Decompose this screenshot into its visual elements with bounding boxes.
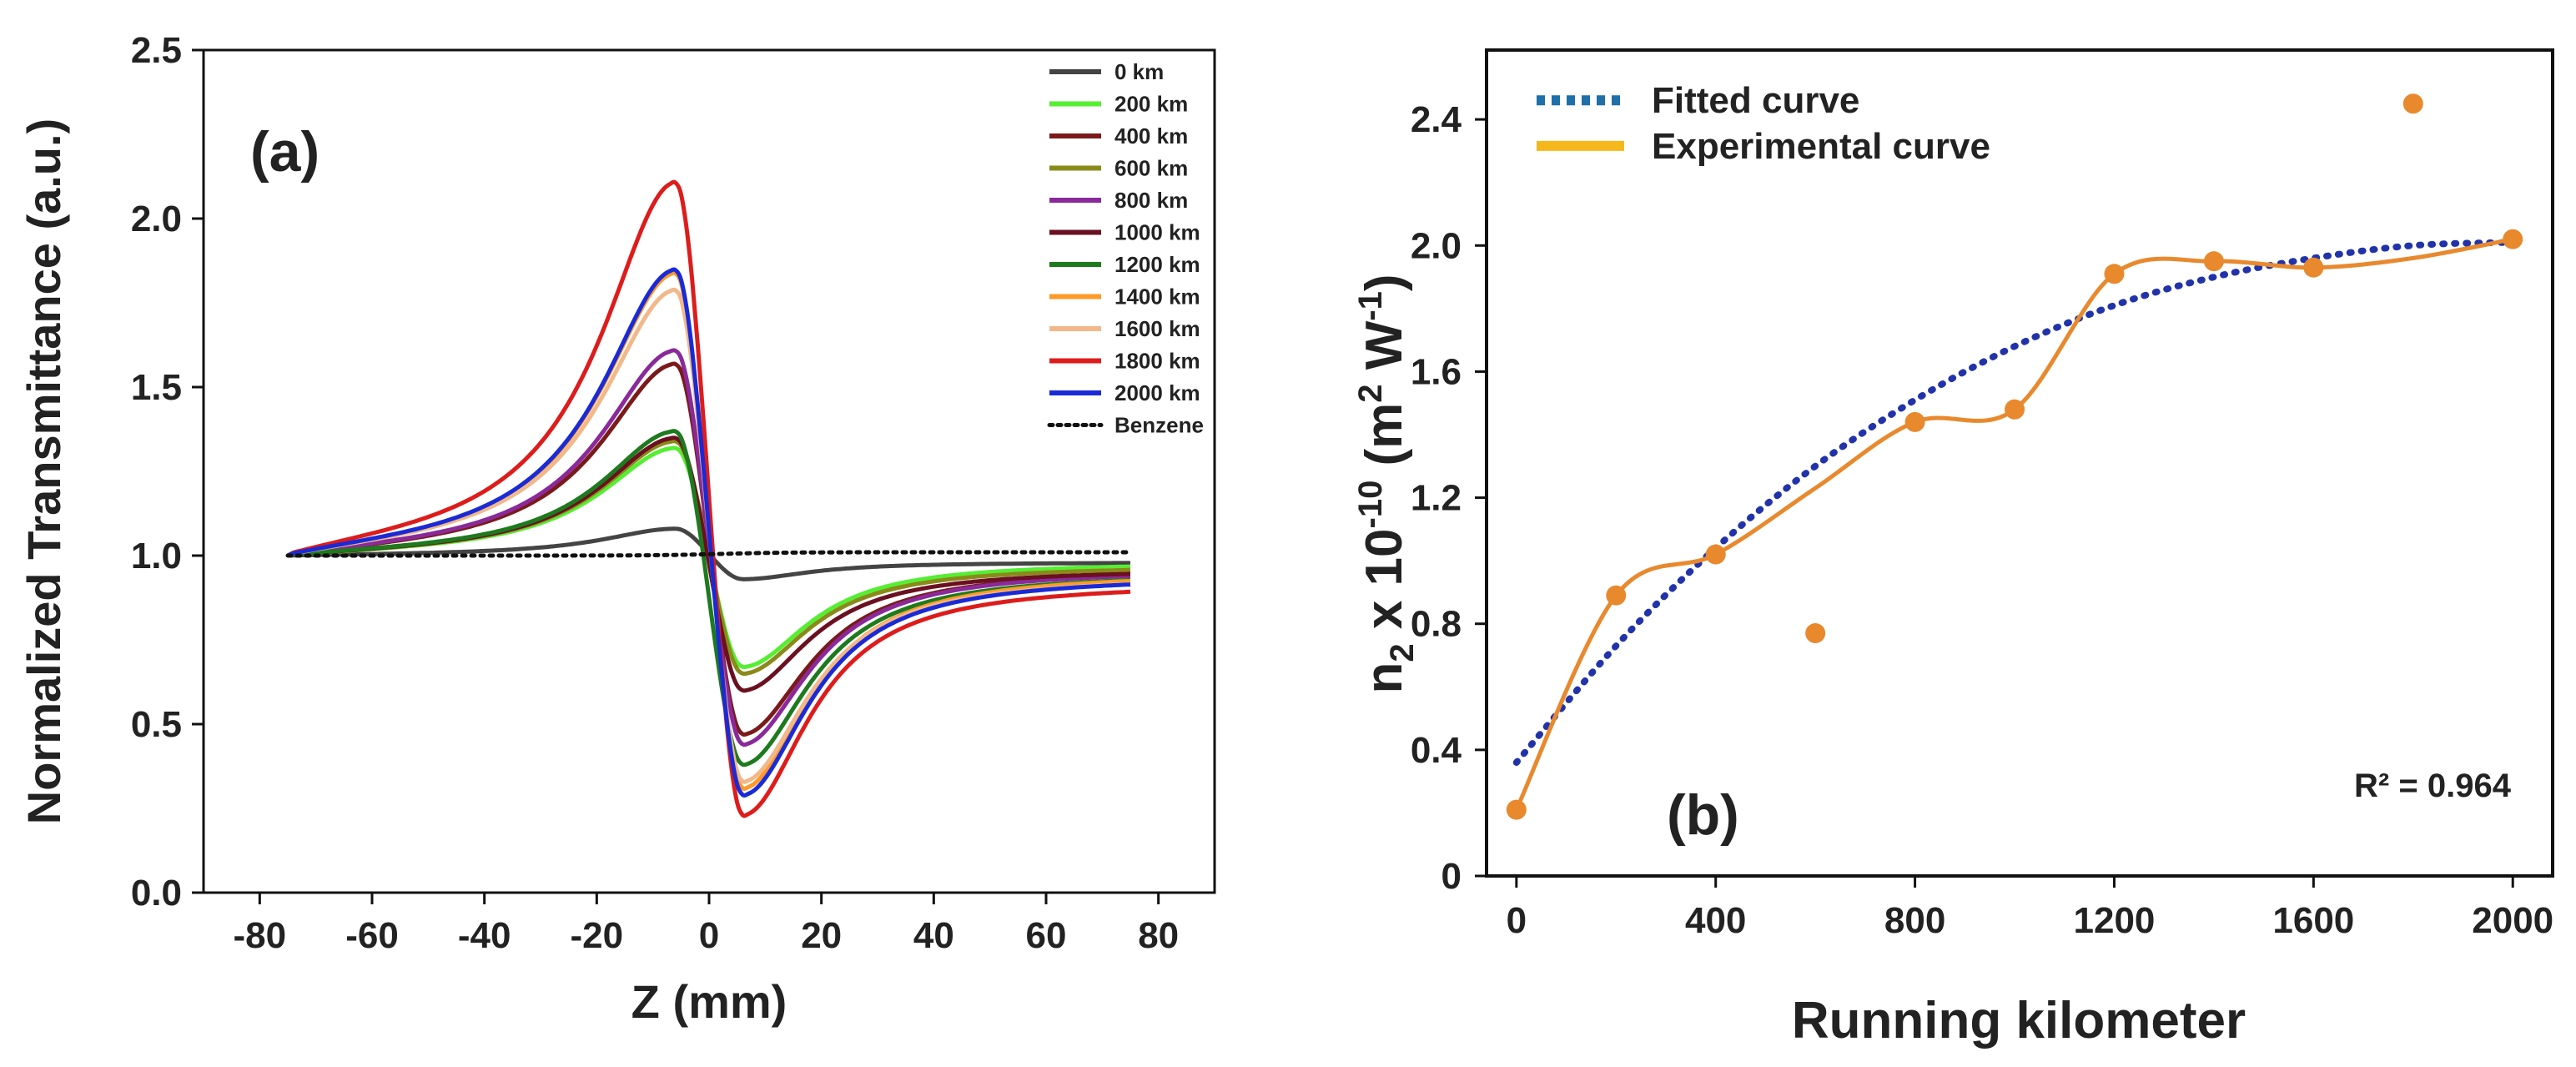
y-label-unit-open: (m: [1356, 403, 1413, 481]
panel-a-curves: [285, 179, 1133, 818]
data-point: [1705, 544, 1726, 565]
panel-b-y-axis-label: n2 x 10-10 (m2 W-1): [1352, 274, 1421, 693]
panel-a-y-tick-label: 0.0: [131, 873, 182, 913]
y-label-times-ten: x 10: [1356, 529, 1413, 644]
legend-label-0-km: 0 km: [1114, 59, 1164, 84]
legend-label-1800-km: 1800 km: [1114, 349, 1200, 374]
panel-b-y-tick-label: 0.4: [1411, 730, 1462, 771]
legend-label-experimental-curve: Experimental curve: [1652, 126, 1990, 167]
y-label-n-subscript: 2: [1384, 643, 1421, 662]
series-line-2000-km: [286, 267, 1131, 798]
data-point: [1805, 623, 1826, 644]
panel-b-x-tick-label: 1200: [2074, 900, 2156, 941]
panel-b-frame: [1485, 48, 2554, 878]
panel-a-y-axis-label: Normalized Transmittance (a.u.): [18, 118, 70, 824]
panel-b-y-tick-label: 0.8: [1411, 604, 1462, 645]
y-label-m-exponent: 2: [1352, 384, 1389, 402]
data-point: [1506, 799, 1527, 820]
panel-b-chart: 0 400 800 1200 1600 2000 0 0.4 0.8 1.2 1.6 2.0 2.4 F…: [1352, 48, 2554, 1049]
legend-label-1000-km: 1000 km: [1114, 220, 1200, 245]
data-point: [2303, 257, 2324, 278]
panel-b-curves: [1506, 93, 2523, 820]
legend-label-1200-km: 1200 km: [1114, 252, 1200, 277]
panel-a-y-tick-label: 2.5: [131, 30, 182, 71]
panel-a-x-tick-label: -80: [234, 915, 287, 956]
panel-b-legend: Fitted curve Experimental curve: [1537, 80, 1990, 167]
panel-a-ticks: -80 -60 -40 -20 0 20 40 60 80 0.0 0.5 1.0 1.5 2.0 2.5: [131, 30, 1179, 956]
series-line-1200-km: [287, 429, 1131, 768]
y-label-w-exponent: -1: [1352, 291, 1389, 321]
legend-label-2000-km: 2000 km: [1114, 380, 1200, 405]
panel-b-ticks: 0 400 800 1200 1600 2000 0 0.4 0.8 1.2 1.6 2.0 2.4: [1411, 99, 2553, 941]
panel-b-y-tick-label: 2.4: [1411, 99, 1462, 140]
legend-label-benzene: Benzene: [1114, 413, 1204, 438]
data-point: [1904, 411, 1925, 432]
panel-a-x-tick-label: 60: [1026, 915, 1067, 956]
panel-b-y-tick-label: 0: [1441, 856, 1462, 897]
r-squared-annotation: R² = 0.964: [2354, 768, 2512, 804]
panel-b-y-tick-label: 1.2: [1411, 478, 1462, 519]
panel-b-label: (b): [1667, 783, 1739, 847]
legend-label-1400-km: 1400 km: [1114, 284, 1200, 310]
data-point: [2503, 229, 2523, 249]
panel-a-x-tick-label: 0: [699, 915, 719, 956]
panel-a-chart: -80 -60 -40 -20 0 20 40 60 800.00.51.01.52.02.5 …: [18, 30, 1216, 1028]
panel-b-x-tick-label: 1600: [2272, 900, 2354, 941]
legend-label-1600-km: 1600 km: [1114, 316, 1200, 341]
data-point: [2005, 399, 2025, 420]
series-line-benzene: [285, 550, 1133, 558]
panel-b-x-tick-label: 400: [1685, 900, 1746, 941]
legend-label-200-km: 200 km: [1114, 92, 1188, 117]
data-point: [2104, 264, 2125, 284]
panel-b-x-tick-label: 800: [1884, 900, 1945, 941]
panel-a-x-tick-label: -60: [345, 915, 399, 956]
y-label-n: n: [1356, 662, 1413, 694]
panel-b-y-tick-label: 1.6: [1411, 351, 1462, 392]
panel-a-x-tick-label: 80: [1138, 915, 1179, 956]
panel-b-x-axis-label: Running kilometer: [1792, 992, 2246, 1049]
panel-b-x-tick-label: 2000: [2472, 900, 2553, 941]
series-line-1800-km: [286, 179, 1131, 818]
panel-a-x-axis-label: Z (mm): [631, 975, 787, 1028]
legend-label-600-km: 600 km: [1114, 156, 1188, 181]
y-label-unit-close: ): [1356, 274, 1413, 291]
panel-a-y-tick-label: 0.5: [131, 704, 182, 745]
y-label-w: W: [1356, 320, 1413, 384]
legend-label-fitted-curve: Fitted curve: [1652, 80, 1859, 121]
panel-a-legend: 0 km 200 km 400 km 600 km 800 km 1000 km 1200 …: [1047, 59, 1204, 438]
fitted-curve-line: [1512, 239, 2517, 766]
panel-a-y-tick-label: 1.0: [131, 536, 182, 576]
legend-label-400-km: 400 km: [1114, 123, 1188, 148]
data-point: [2402, 93, 2423, 114]
panel-a-y-tick-label: 1.5: [131, 367, 182, 408]
panel-b-y-tick-label: 2.0: [1411, 225, 1462, 266]
panel-a-y-tick-label: 2.0: [131, 199, 182, 239]
panel-a-x-tick-label: -20: [571, 915, 624, 956]
legend-label-800-km: 800 km: [1114, 188, 1188, 213]
data-point: [1606, 585, 1627, 606]
panel-a-x-tick-label: -40: [458, 915, 511, 956]
experimental-curve-line: [1514, 237, 2513, 811]
panel-b-x-tick-label: 0: [1507, 900, 1527, 941]
y-label-exponent: -10: [1352, 481, 1389, 529]
panel-a-label: (a): [250, 120, 319, 184]
panel-a-x-tick-label: 40: [913, 915, 954, 956]
panel-a-x-tick-label: 20: [801, 915, 842, 956]
data-point: [2203, 251, 2224, 272]
